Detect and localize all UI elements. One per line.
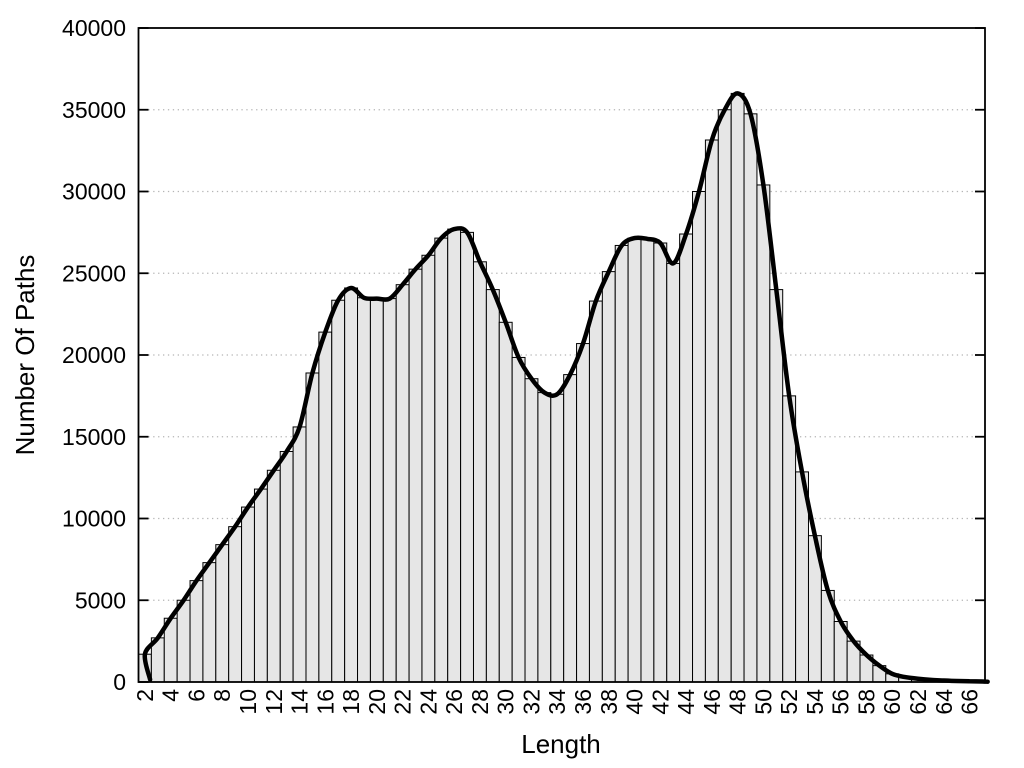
histogram-bar (769, 289, 784, 682)
y-tick-label: 0 (113, 669, 126, 695)
histogram-bar (408, 268, 423, 682)
histogram-bar (266, 469, 281, 682)
histogram-bar (318, 331, 333, 682)
x-tick-label: 18 (338, 689, 364, 715)
histogram-bar (498, 321, 513, 682)
x-tick-label: 4 (158, 689, 184, 702)
histogram-bar (369, 298, 384, 682)
histogram-bar (344, 287, 359, 682)
x-tick-label: 54 (802, 689, 828, 715)
histogram-bar (434, 237, 449, 682)
histogram-bar (782, 395, 797, 682)
histogram-bar (228, 526, 243, 682)
histogram-bar (189, 580, 204, 682)
histogram-bar (524, 378, 539, 682)
x-tick-label: 28 (467, 689, 493, 715)
smooth-frequency-curve (142, 91, 990, 684)
histogram-bar (485, 289, 500, 682)
x-tick-label: 52 (776, 689, 802, 715)
x-tick-label: 44 (673, 689, 699, 715)
histogram-bar (305, 372, 320, 682)
x-tick-label: 16 (312, 689, 338, 715)
x-tick-label: 56 (828, 689, 854, 715)
histogram-bar (692, 191, 706, 682)
x-tick-label: 2 (132, 689, 158, 702)
x-axis-title: Length (521, 729, 601, 759)
x-tick-label: 22 (390, 689, 416, 715)
histogram-bar (743, 113, 758, 682)
histogram-bar (576, 343, 590, 682)
histogram-bar (704, 139, 719, 682)
x-tick-label: 20 (364, 689, 390, 715)
x-tick-label: 50 (750, 689, 776, 715)
x-tick-label: 60 (879, 689, 905, 715)
histogram-bar (717, 109, 732, 682)
histogram-bar (627, 237, 642, 682)
x-tick-label: 24 (415, 689, 441, 715)
x-tick-label: 42 (647, 689, 673, 715)
x-tick-label: 38 (596, 689, 622, 715)
histogram-bar (588, 300, 603, 682)
x-tick-label: 30 (493, 689, 519, 715)
histogram-bar (331, 299, 346, 682)
x-tick-label: 64 (931, 689, 957, 715)
histogram-bar (357, 297, 371, 682)
histogram-bar (756, 184, 771, 682)
y-tick-label: 5000 (75, 587, 126, 613)
histogram-bar (176, 599, 191, 682)
histogram-bar (241, 506, 255, 682)
x-tick-label: 6 (184, 689, 210, 702)
histogram-bar (202, 562, 217, 682)
y-tick-label: 30000 (62, 179, 126, 205)
x-tick-label: 10 (235, 689, 261, 715)
x-tick-label: 8 (209, 689, 235, 702)
histogram-bar (292, 426, 307, 682)
y-axis-title: Number Of Paths (10, 255, 40, 456)
x-tick-label: 40 (622, 689, 648, 715)
axis-ticks-and-labels: 0 5000 10000 15000 20000 25000 30000 35000 40000… (62, 15, 985, 715)
y-tick-label: 35000 (62, 97, 126, 123)
y-tick-label: 10000 (62, 506, 126, 532)
histogram-bar (679, 233, 694, 682)
histogram-bar (421, 254, 436, 682)
y-tick-label: 25000 (62, 260, 126, 286)
x-tick-label: 12 (261, 689, 287, 715)
histogram-bar (472, 261, 487, 682)
histogram-bar (640, 238, 655, 682)
x-tick-label: 36 (570, 689, 596, 715)
histogram-bar (666, 262, 681, 682)
x-tick-label: 66 (957, 689, 983, 715)
histogram-bar (511, 356, 526, 682)
histogram-bar (447, 228, 462, 682)
histogram-bar (601, 271, 616, 682)
histogram-bar (460, 231, 474, 682)
histogram-bar (614, 244, 629, 682)
histogram-bar (730, 92, 745, 682)
histogram-bars (138, 92, 985, 682)
histogram-bar (382, 298, 397, 682)
histogram-bar (550, 393, 565, 682)
x-tick-label: 26 (441, 689, 467, 715)
histogram-bar (279, 450, 294, 682)
x-tick-label: 48 (725, 689, 751, 715)
y-tick-label: 40000 (62, 15, 126, 41)
histogram-bar (253, 488, 268, 682)
x-tick-label: 58 (854, 689, 880, 715)
frequency-curve (142, 91, 990, 684)
x-tick-label: 46 (699, 689, 725, 715)
histogram-bar (563, 374, 578, 682)
x-tick-label: 14 (287, 689, 313, 715)
x-tick-label: 62 (905, 689, 931, 715)
y-tick-label: 15000 (62, 424, 126, 450)
y-tick-label: 20000 (62, 342, 126, 368)
histogram-bar (537, 392, 552, 682)
histogram-bar (653, 242, 668, 682)
x-tick-label: 32 (519, 689, 545, 715)
x-tick-label: 34 (544, 689, 570, 715)
histogram-bar (215, 544, 230, 682)
histogram-bar (395, 284, 410, 682)
